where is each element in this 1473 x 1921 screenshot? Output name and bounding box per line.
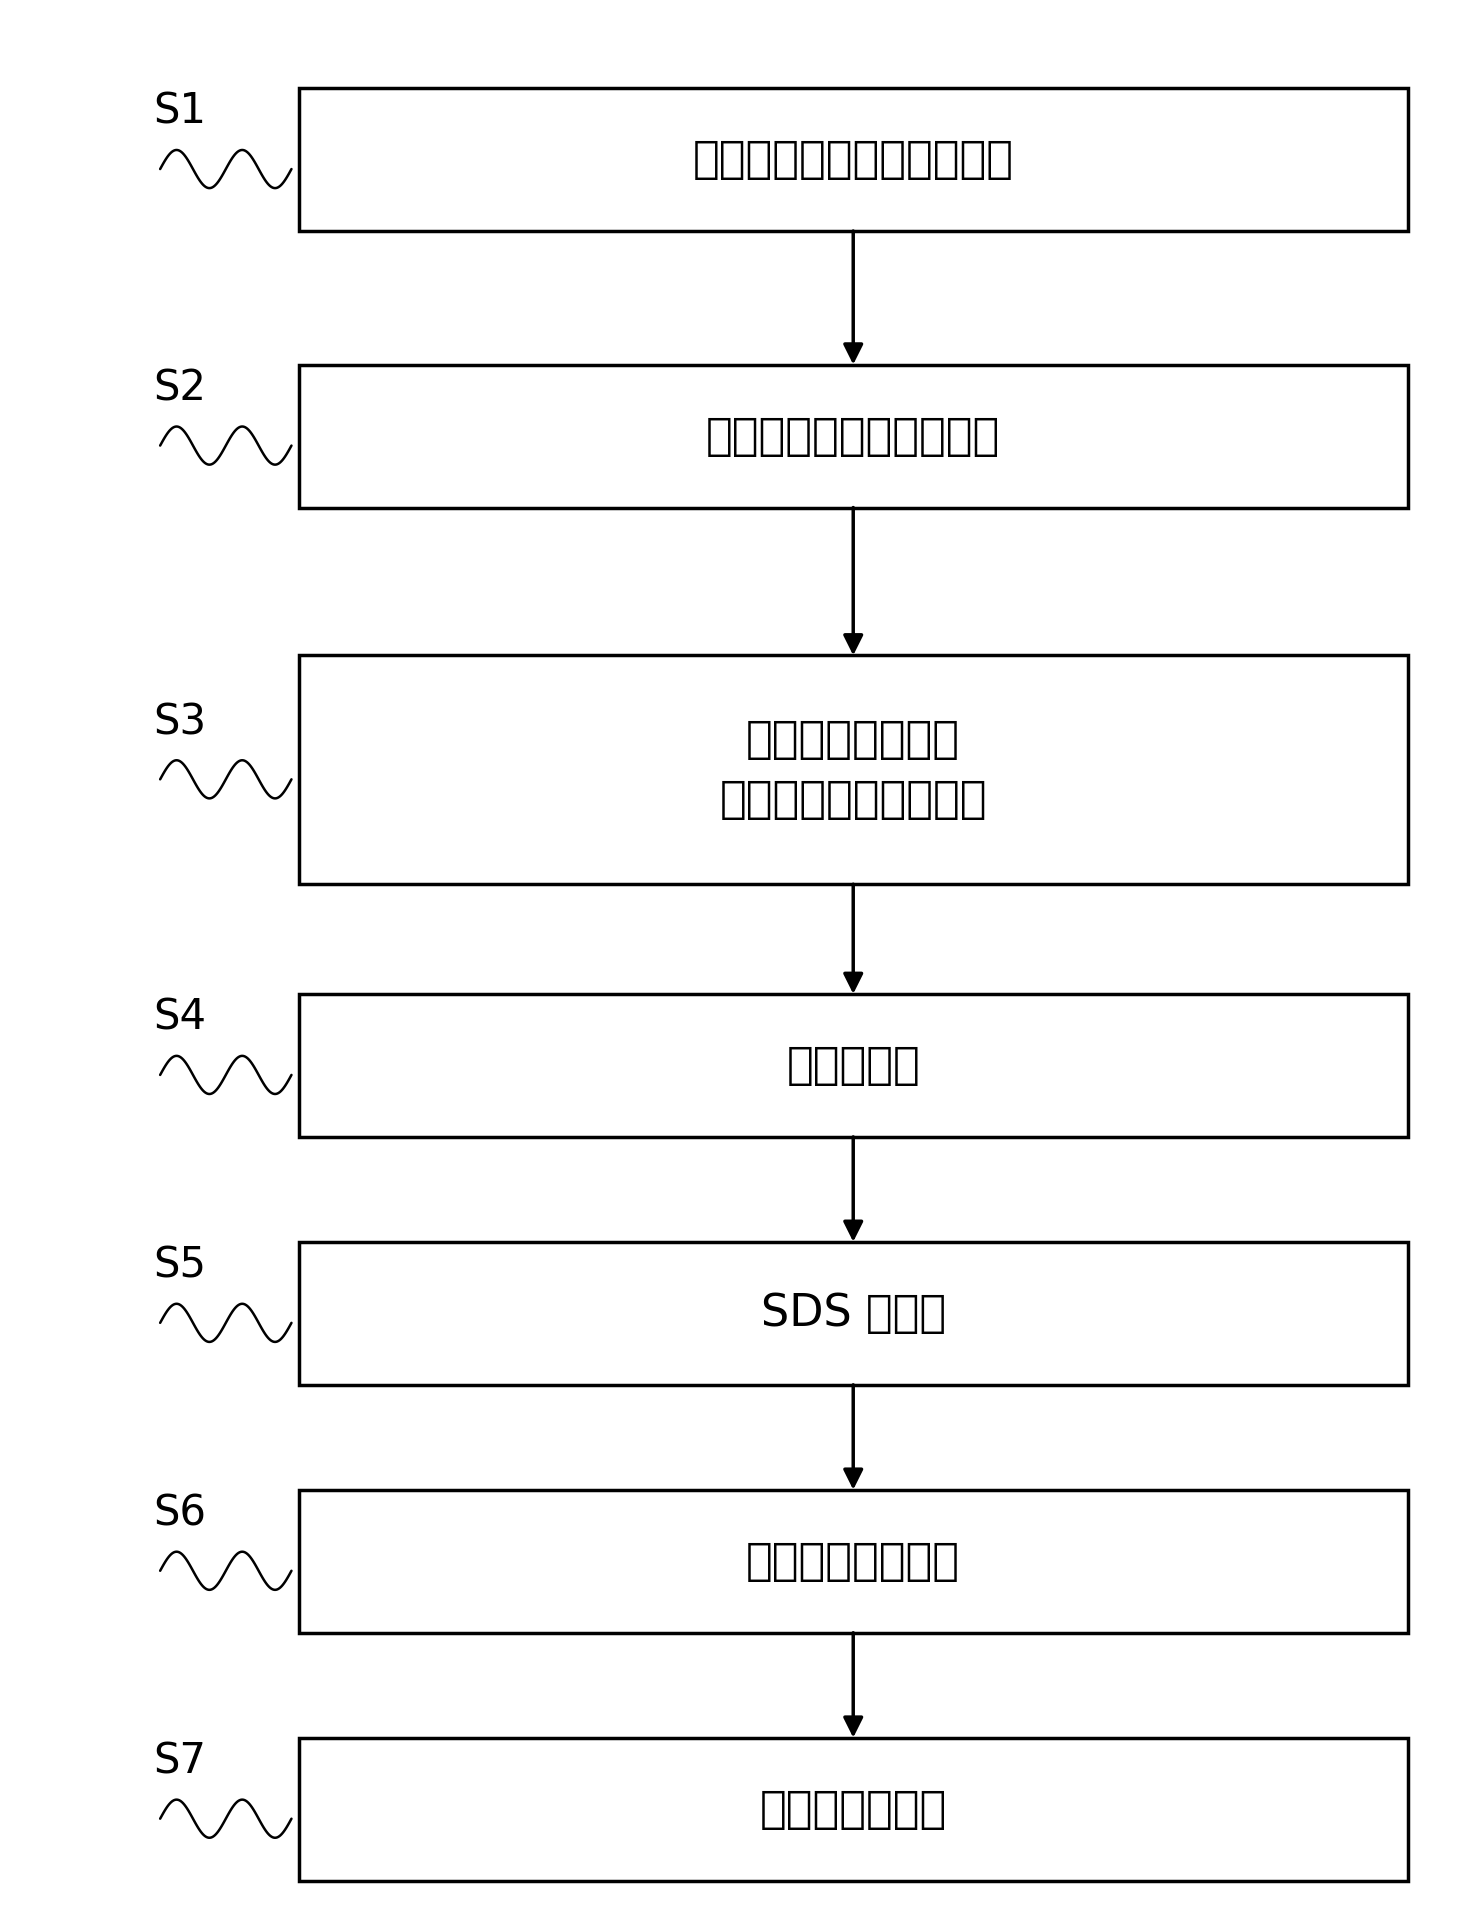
Text: S6: S6 [153, 1493, 206, 1535]
Bar [299, 1739, 1408, 1881]
Bar [299, 993, 1408, 1137]
Text: 影像显示与分析: 影像显示与分析 [760, 1788, 947, 1831]
Bar [299, 88, 1408, 231]
Text: 计算蛋白质待测物
等电聚焦法所需的电能: 计算蛋白质待测物 等电聚焦法所需的电能 [719, 718, 987, 822]
Bar [299, 365, 1408, 507]
Text: 测量蛋白质待测物的导电度: 测量蛋白质待测物的导电度 [692, 138, 1013, 181]
Text: S3: S3 [153, 701, 206, 743]
Bar [299, 655, 1408, 884]
Text: S7: S7 [153, 1740, 206, 1783]
Text: S5: S5 [153, 1245, 206, 1287]
Text: S2: S2 [153, 367, 206, 409]
Text: 测量蛋白质待测物的重量: 测量蛋白质待测物的重量 [706, 415, 1000, 457]
Text: SDS 电泳法: SDS 电泳法 [760, 1291, 946, 1335]
Text: 蛋白质胶体染色法: 蛋白质胶体染色法 [747, 1541, 960, 1583]
Bar [299, 1489, 1408, 1633]
Bar [299, 1241, 1408, 1385]
Text: S1: S1 [153, 90, 206, 133]
Text: S4: S4 [153, 997, 206, 1039]
Text: 等电聚焦法: 等电聚焦法 [787, 1043, 921, 1087]
